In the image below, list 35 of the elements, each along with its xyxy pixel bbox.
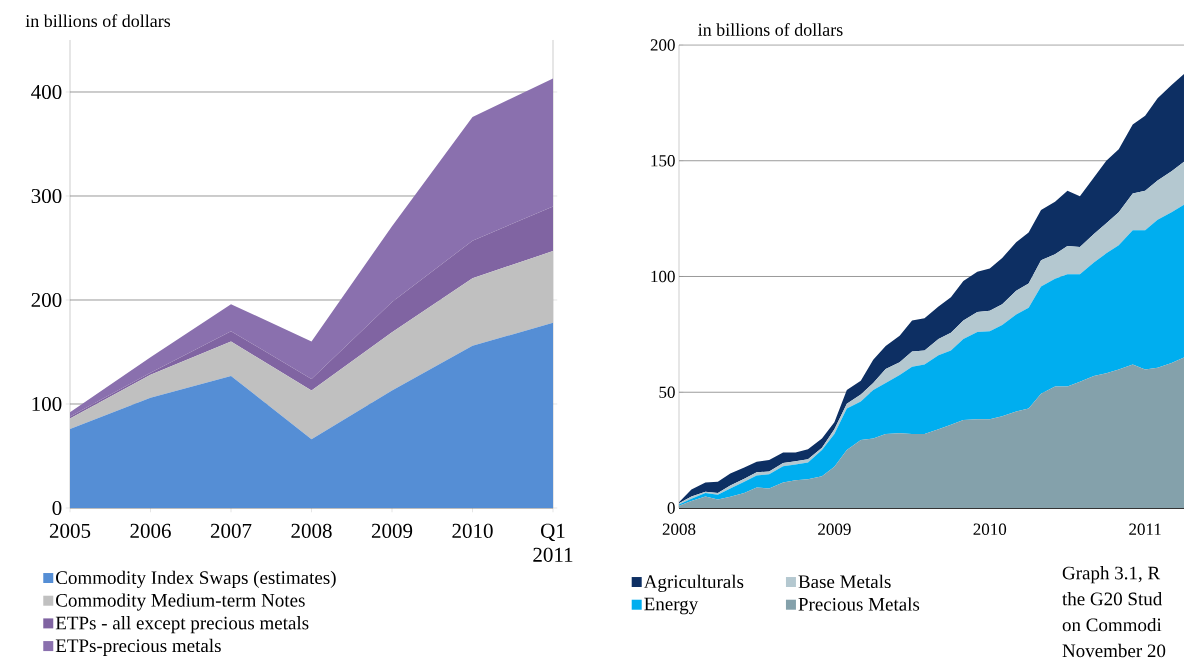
y-tick-label: 200 [31, 292, 62, 308]
text: November 20 [1062, 643, 1166, 658]
text: the G20 Stud [1062, 592, 1163, 606]
x-tick-label: 2007 [210, 523, 252, 538]
x-tick-label: 2006 [130, 523, 171, 538]
x-tick-label: 2011 [1129, 523, 1161, 535]
y-axis-title: in billions of dollars [25, 14, 171, 28]
y-tick-label: 150 [651, 155, 675, 167]
y-tick-label: 100 [651, 270, 675, 283]
legend-label: Commodity Index Swaps (estimates) [56, 570, 336, 588]
legend-label: Energy [644, 597, 699, 615]
legend-label: ETPs-precious metals [55, 638, 221, 656]
y-tick-label: 200 [650, 39, 675, 51]
x-tick-label: 2008 [662, 523, 696, 535]
legend-label: Agriculturals [643, 574, 744, 592]
y-tick-label: 300 [31, 188, 62, 204]
x-tick-label: 2008 [291, 523, 332, 538]
y-tick-label: 50 [659, 386, 675, 398]
x-tick-label: 2005 [49, 523, 91, 538]
x-tick-label: 2009 [818, 523, 851, 535]
y-axis-title: in billions of dollars [698, 23, 843, 36]
y-tick-label: 0 [667, 502, 675, 514]
y-tick-label: 0 [52, 500, 62, 516]
caption: Graph 3.1, R [1062, 566, 1161, 584]
x-tick-label: 2010 [973, 523, 1007, 535]
legend-label: Precious Metals [798, 597, 920, 611]
legend-label: Commodity Medium-term Notes [56, 593, 305, 611]
x-tick-label: Q1 2011 [533, 523, 573, 562]
legend-label: Base Metals [798, 574, 891, 589]
x-tick-label: 2010 [452, 523, 493, 538]
x-tick-label: 2009 [371, 523, 413, 538]
y-tick-label: 100 [32, 396, 62, 412]
y-tick-label: 400 [31, 84, 62, 100]
legend-label: ETPs - all except precious metals [55, 616, 309, 634]
text: on Commodi [1062, 617, 1162, 632]
